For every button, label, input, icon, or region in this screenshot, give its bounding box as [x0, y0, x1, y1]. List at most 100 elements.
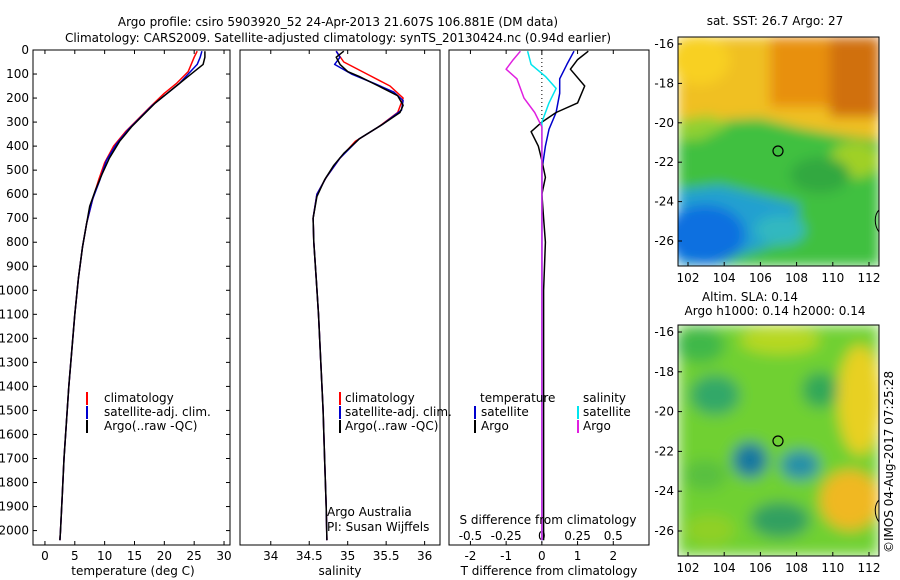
- x-tick-label: -1: [500, 549, 512, 563]
- title-line-1: Argo profile: csiro 5903920_52 24-Apr-20…: [118, 15, 558, 29]
- map-x-tick-label: 110: [821, 271, 844, 285]
- coastline: [874, 499, 879, 523]
- top-tick-label: -0.25: [491, 529, 522, 543]
- series-line-satellite-adj-clim: [59, 50, 203, 541]
- x-tick-label: 34: [263, 549, 278, 563]
- sla-map-title-2: Argo h1000: 0.14 h2000: 0.14: [685, 304, 866, 318]
- imos-watermark: ©IMOS 04-Aug-2017 07:25:28: [882, 371, 896, 553]
- legend-label-climatology: climatology: [345, 391, 415, 405]
- map-y-tick-label: -18: [654, 365, 674, 379]
- y-tick-label: 1700: [0, 451, 29, 465]
- salinity-plot-frame: [239, 49, 441, 546]
- y-tick-label: 200: [6, 91, 29, 105]
- map-y-tick-label: -24: [654, 484, 674, 498]
- legend-title-salinity: salinity: [583, 391, 626, 405]
- map-x-tick-label: 104: [713, 271, 736, 285]
- map-x-tick-label: 112: [858, 561, 881, 575]
- temperature-legend: climatology satellite-adj. clim. Argo(..…: [86, 391, 211, 433]
- series-line-temperature-satellite: [541, 50, 575, 541]
- y-tick-label: 800: [6, 235, 29, 249]
- x-tick-label: 0: [538, 549, 546, 563]
- temperature-plot: 0 5 10 15 20 25 300100200300400500600700800900…: [0, 43, 232, 578]
- y-tick-label: 1200: [0, 331, 29, 345]
- map-axes: 102 104 106 108 110 112 -16 -18 -20 -22 -24 -26 102 1…: [654, 37, 880, 575]
- salinity-legend: climatology satellite-adj. clim. Argo(..…: [339, 391, 452, 433]
- top-tick-label: -0.5: [459, 529, 482, 543]
- x-tick-label: 36: [417, 549, 432, 563]
- legend-label-satellite: satellite-adj. clim.: [104, 405, 211, 419]
- credit-pi: PI: Susan Wijffels: [327, 520, 429, 534]
- y-tick-label: 700: [6, 211, 29, 225]
- y-tick-label: 300: [6, 115, 29, 129]
- sst-map-frame: [677, 36, 880, 267]
- x-tick-label: 0: [41, 549, 49, 563]
- y-tick-label: 0: [21, 43, 29, 57]
- y-tick-label: 1800: [0, 476, 29, 490]
- x-tick-label: 1: [574, 549, 582, 563]
- map-x-tick-label: 110: [821, 561, 844, 575]
- map-x-tick-label: 104: [713, 561, 736, 575]
- sla-map-frame: [677, 324, 880, 557]
- series-line-argo-raw-qc: [312, 50, 404, 541]
- y-tick-label: 500: [6, 163, 29, 177]
- y-tick-label: 1100: [0, 307, 29, 321]
- x-tick-label: 35.5: [373, 549, 400, 563]
- y-tick-label: 1500: [0, 403, 29, 417]
- map-y-tick-label: -20: [654, 116, 674, 130]
- legend-label-sal-argo: Argo: [583, 419, 611, 433]
- map-y-tick-label: -26: [654, 234, 674, 248]
- legend-label-climatology: climatology: [104, 391, 174, 405]
- map-x-tick-label: 112: [858, 271, 881, 285]
- map-x-tick-label: 108: [785, 561, 808, 575]
- map-x-tick-label: 102: [677, 271, 700, 285]
- map-x-tick-label: 102: [677, 561, 700, 575]
- x-tick-label: 25: [187, 549, 202, 563]
- legend-label-argo: Argo(..raw -QC): [345, 419, 438, 433]
- x-axis-label: salinity: [318, 564, 361, 578]
- map-x-tick-label: 106: [749, 271, 772, 285]
- series-line-satellite-adj-clim: [312, 50, 404, 541]
- y-tick-label: 600: [6, 187, 29, 201]
- series-line-salinity-argo: [505, 50, 543, 541]
- argo-location-marker: [772, 145, 784, 157]
- legend-label-temp-argo: Argo: [481, 419, 509, 433]
- map-y-tick-label: -20: [654, 405, 674, 419]
- y-tick-label: 1600: [0, 427, 29, 441]
- x-tick-label: -2: [464, 549, 476, 563]
- y-tick-label: 1400: [0, 379, 29, 393]
- legend-label-satellite: satellite-adj. clim.: [345, 405, 452, 419]
- top-tick-label: 0.25: [564, 529, 591, 543]
- map-y-tick-label: -16: [654, 37, 674, 51]
- coastline: [874, 209, 879, 233]
- x-tick-label: 20: [157, 549, 172, 563]
- series-line-temperature-argo: [530, 50, 589, 541]
- top-tick-label: 0.5: [604, 529, 623, 543]
- x-tick-label: 30: [216, 549, 231, 563]
- sst-map-title: sat. SST: 26.7 Argo: 27: [707, 14, 844, 28]
- y-tick-label: 2000: [0, 524, 29, 538]
- x-tick-label: 5: [71, 549, 79, 563]
- s-difference-axis-label: S difference from climatology: [460, 513, 637, 527]
- series-line-climatology: [312, 50, 404, 541]
- x-axis-label: temperature (deg C): [71, 564, 194, 578]
- x-tick-label: 10: [97, 549, 112, 563]
- y-tick-label: 400: [6, 139, 29, 153]
- sla-map: [678, 325, 879, 556]
- series-line-argo-raw-qc: [59, 51, 206, 541]
- x-tick-label: 34.5: [296, 549, 323, 563]
- x-axis-label: T difference from climatology: [460, 564, 638, 578]
- y-tick-label: 100: [6, 67, 29, 81]
- map-y-tick-label: -24: [654, 195, 674, 209]
- x-tick-label: 2: [609, 549, 617, 563]
- salinity-plot: 34 34.5 35 35.5 36 salinity: [263, 50, 432, 578]
- map-y-tick-label: -18: [654, 76, 674, 90]
- title-line-2: Climatology: CARS2009. Satellite-adjuste…: [65, 31, 611, 45]
- map-y-tick-label: -22: [654, 444, 674, 458]
- credit-argo-australia: Argo Australia: [327, 505, 412, 519]
- legend-label-temp-satellite: satellite: [481, 405, 529, 419]
- y-tick-label: 900: [6, 259, 29, 273]
- series-line-climatology: [59, 50, 198, 541]
- difference-legend: temperature salinity satellite Argo sate…: [474, 391, 631, 433]
- difference-plot-frame: [448, 49, 650, 546]
- x-tick-label: 15: [127, 549, 142, 563]
